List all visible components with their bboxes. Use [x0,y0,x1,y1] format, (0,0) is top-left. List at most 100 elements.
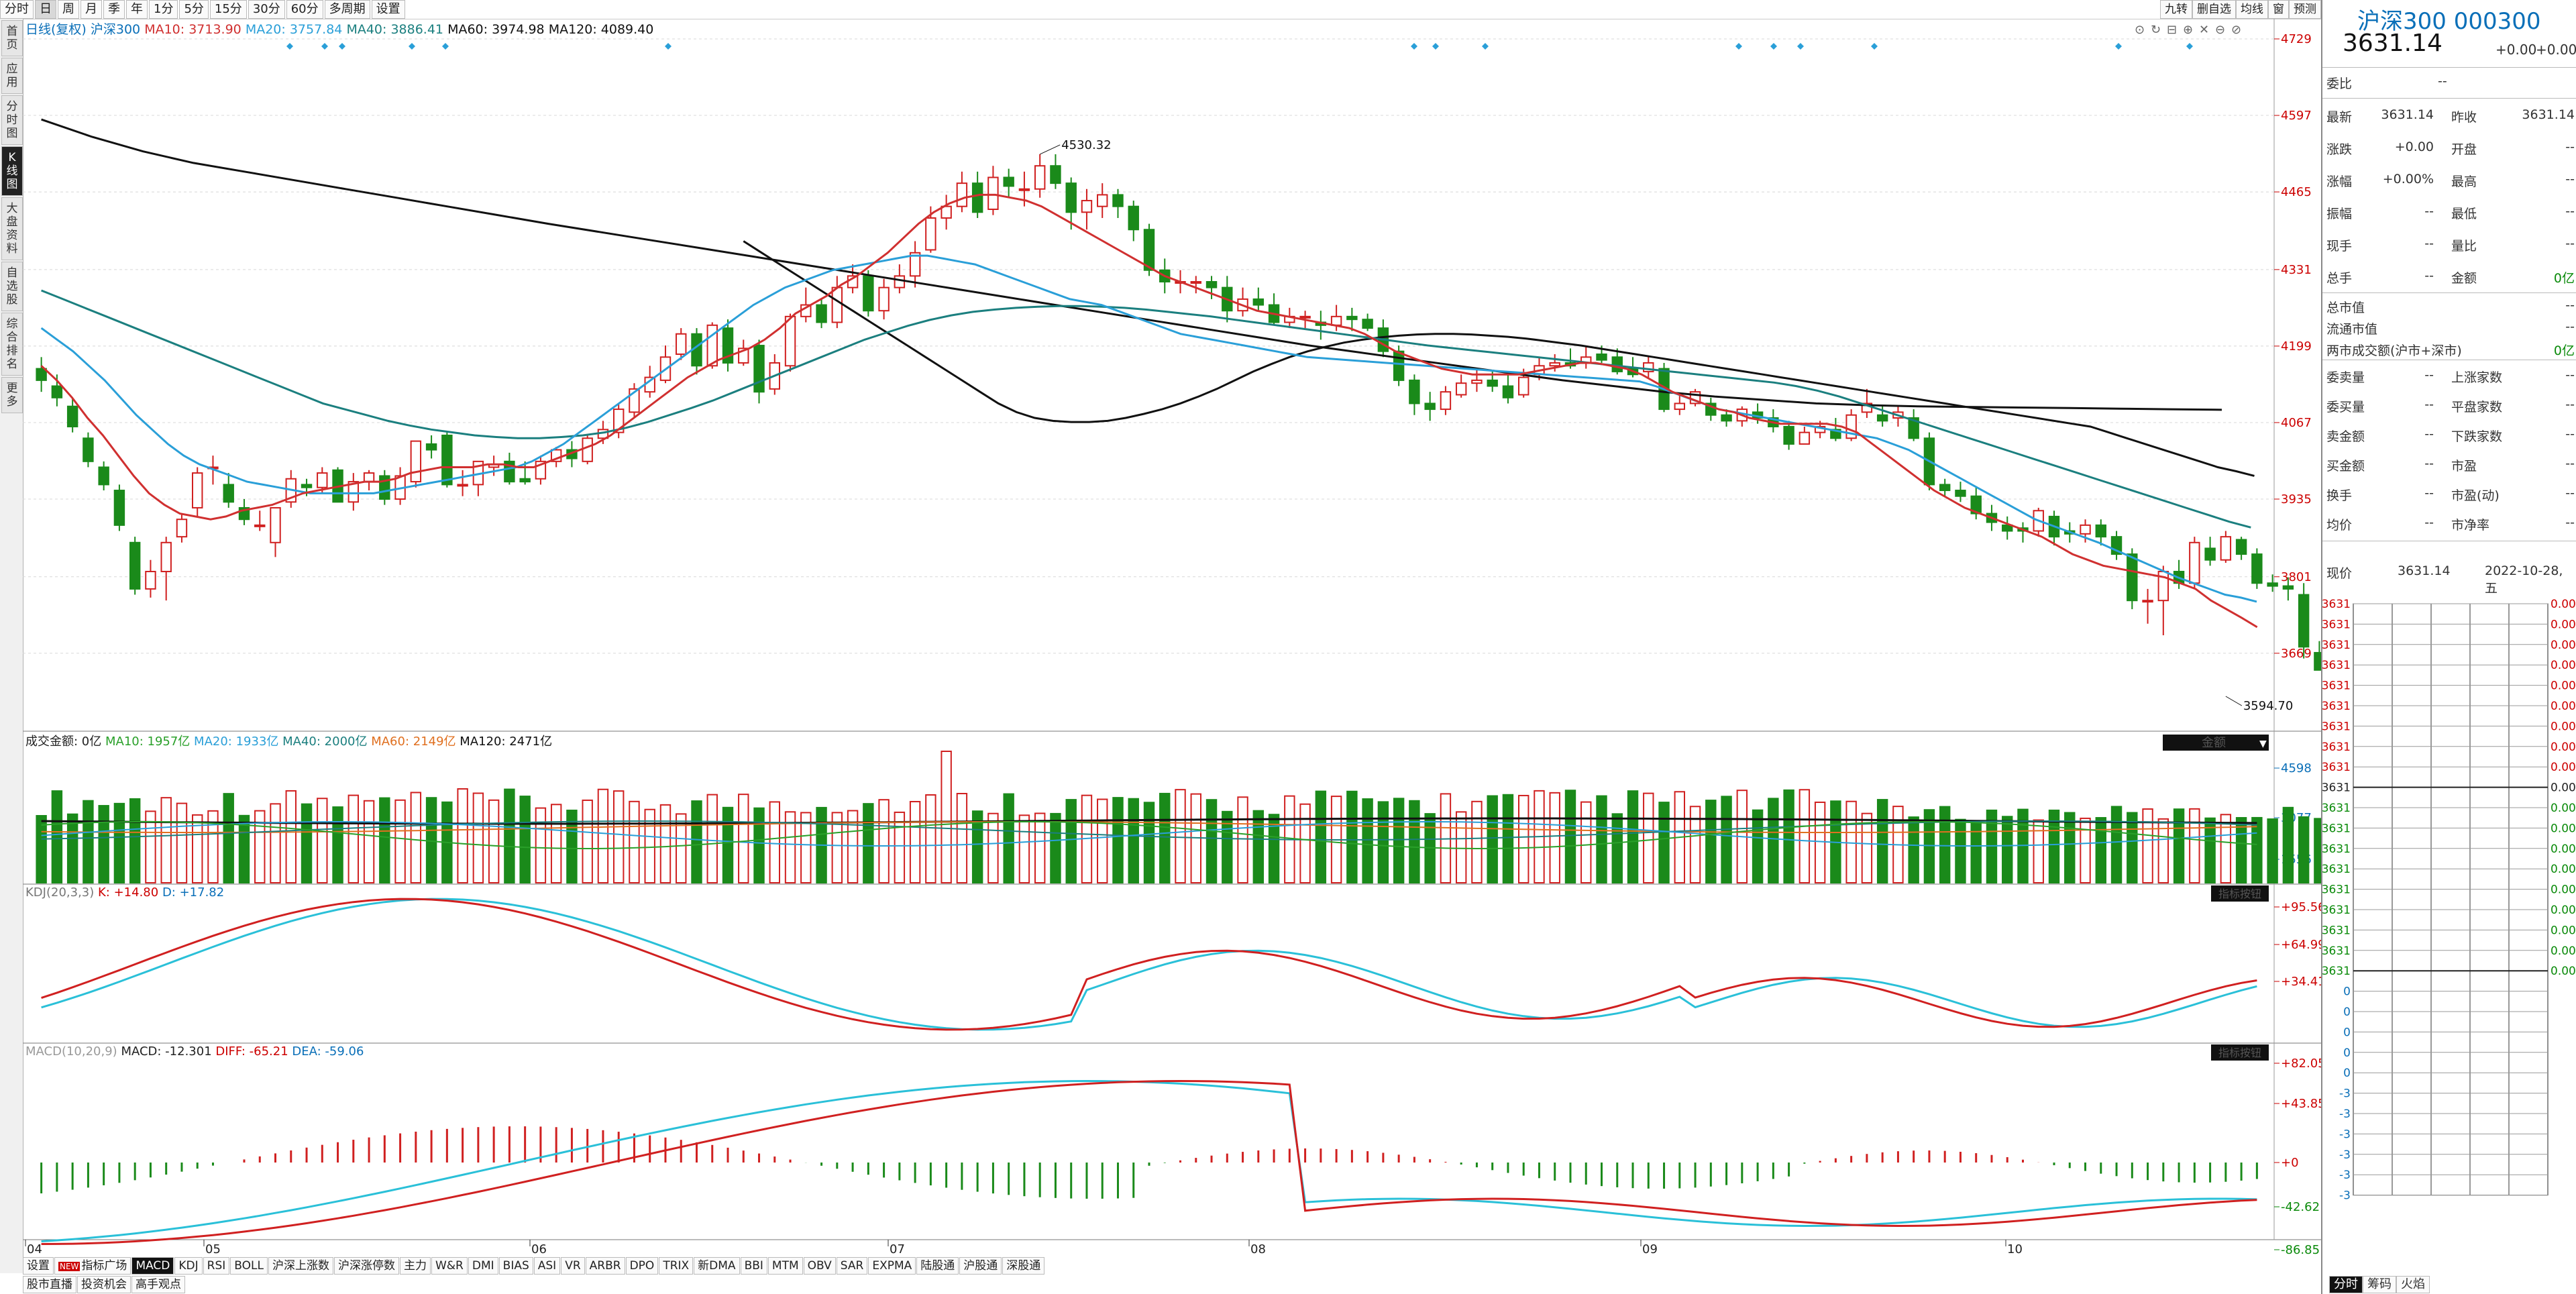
indicator-tab-17[interactable]: 新DMA [694,1257,740,1275]
period-btn-9[interactable]: 30分 [248,0,285,19]
candle[interactable] [582,435,593,465]
tool-btn-2[interactable]: 均线 [2236,0,2268,19]
mini-tab-2[interactable]: 火焰 [2396,1276,2430,1293]
tool-btn-0[interactable]: 九转 [2160,0,2192,19]
candle[interactable] [1799,426,1811,445]
indicator-tab-16[interactable]: TRIX [659,1257,694,1275]
candle[interactable] [1346,307,1358,331]
candle[interactable] [2142,588,2153,624]
candle[interactable] [1471,368,1483,392]
tool-btn-1[interactable]: 删自选 [2192,0,2236,19]
candle[interactable] [410,440,422,488]
period-btn-0[interactable]: 分时 [0,0,34,19]
candle[interactable] [878,278,890,320]
indicator-tab-13[interactable]: VR [561,1257,585,1275]
candle[interactable] [1065,177,1077,230]
indicator-tab-14[interactable]: ARBR [585,1257,625,1275]
candle[interactable] [2002,516,2013,540]
candle[interactable] [457,470,468,496]
candle[interactable] [2267,574,2278,592]
candle[interactable] [2017,522,2029,543]
candle[interactable] [816,299,827,329]
kdj-indicator-button[interactable] [2211,885,2269,902]
candle[interactable] [1549,354,1560,372]
period-btn-3[interactable]: 月 [80,0,102,19]
candle[interactable] [2235,537,2247,560]
side-tab-6[interactable]: 综合排名 [1,313,23,376]
candle[interactable] [863,270,874,317]
candle[interactable] [519,461,531,485]
event-marker[interactable] [321,43,328,50]
candle[interactable] [441,432,453,488]
candle[interactable] [644,366,655,398]
chart-tool-icon[interactable]: ⊘ [2231,23,2241,37]
period-btn-10[interactable]: 60分 [286,0,323,19]
candle[interactable] [1190,276,1201,294]
event-marker[interactable] [339,43,345,50]
indicator-tab-8[interactable]: 主力 [399,1257,431,1275]
candle[interactable] [363,470,375,491]
indicator-tab-10[interactable]: DMI [468,1257,498,1275]
candle[interactable] [1409,374,1420,415]
candle[interactable] [1034,154,1046,198]
candle[interactable] [1939,478,1951,496]
candle[interactable] [1455,374,1467,398]
side-tab-7[interactable]: 更多 [1,377,23,413]
candle[interactable] [145,559,156,598]
event-marker[interactable] [1411,43,1417,50]
macd-indicator-button[interactable] [2211,1044,2269,1061]
candle[interactable] [347,473,360,511]
candle[interactable] [160,537,172,601]
candle[interactable] [1097,183,1108,218]
indicator-tab-1[interactable]: NEW 指标广场 [54,1257,131,1275]
candle[interactable] [238,498,250,525]
chart-tool-icon[interactable]: ⊖ [2215,23,2225,37]
chart-tool-icon[interactable]: ⊟ [2167,23,2177,37]
indicator-tab-5[interactable]: BOLL [230,1257,268,1275]
candle[interactable] [254,510,266,531]
candle[interactable] [2282,577,2294,601]
candle[interactable] [956,171,968,213]
candle[interactable] [1643,357,1654,378]
indicator-tab-21[interactable]: SAR [836,1257,868,1275]
candle[interactable] [1424,392,1436,421]
indicator-tab-0[interactable]: 设置 [23,1257,54,1275]
chart-tool-icon[interactable]: ↻ [2151,23,2161,37]
event-marker[interactable] [665,43,672,50]
candle[interactable] [98,461,109,491]
indicator-tab-4[interactable]: RSI [203,1257,230,1275]
chart-tool-icon[interactable]: ⊕ [2183,23,2193,37]
side-tab-5[interactable]: 自选股 [1,262,23,311]
period-btn-8[interactable]: 15分 [209,0,247,19]
chart-tool-icon[interactable]: ⊙ [2135,23,2145,37]
candle[interactable] [987,166,999,215]
candle[interactable] [129,537,141,595]
candle[interactable] [192,467,203,517]
indicator-tab-18[interactable]: BBI [740,1257,767,1275]
period-btn-1[interactable]: 日 [35,0,56,19]
event-marker[interactable] [1432,43,1439,50]
candle[interactable] [379,470,390,505]
candle[interactable] [1689,388,1701,407]
tool-btn-4[interactable]: 预测 [2289,0,2321,19]
indicator-tab-15[interactable]: DPO [625,1257,659,1275]
candle[interactable] [800,287,812,323]
candle[interactable] [1440,386,1452,415]
dropdown-arrow-icon[interactable]: ▼ [2259,739,2267,749]
indicator-tab-25[interactable]: 深股通 [1002,1257,1045,1275]
candle[interactable] [1112,188,1124,218]
candle[interactable] [176,513,188,543]
period-btn-6[interactable]: 1分 [149,0,178,19]
intraday-mini-chart[interactable]: 3631 3631 3631 3631 3631 3631 3631 3631 3631 3631… [2322,590,2576,1268]
info-tab-0[interactable]: 股市直播 [23,1276,76,1293]
candle[interactable] [1315,311,1327,340]
side-tab-0[interactable]: 首页 [1,20,23,56]
period-btn-5[interactable]: 年 [126,0,148,19]
candle[interactable] [2110,531,2123,560]
side-tab-1[interactable]: 应用 [1,58,23,94]
candle[interactable] [270,506,281,557]
candle[interactable] [1845,409,1857,441]
period-btn-7[interactable]: 5分 [179,0,209,19]
event-marker[interactable] [1735,43,1742,50]
period-btn-11[interactable]: 多周期 [324,0,370,19]
